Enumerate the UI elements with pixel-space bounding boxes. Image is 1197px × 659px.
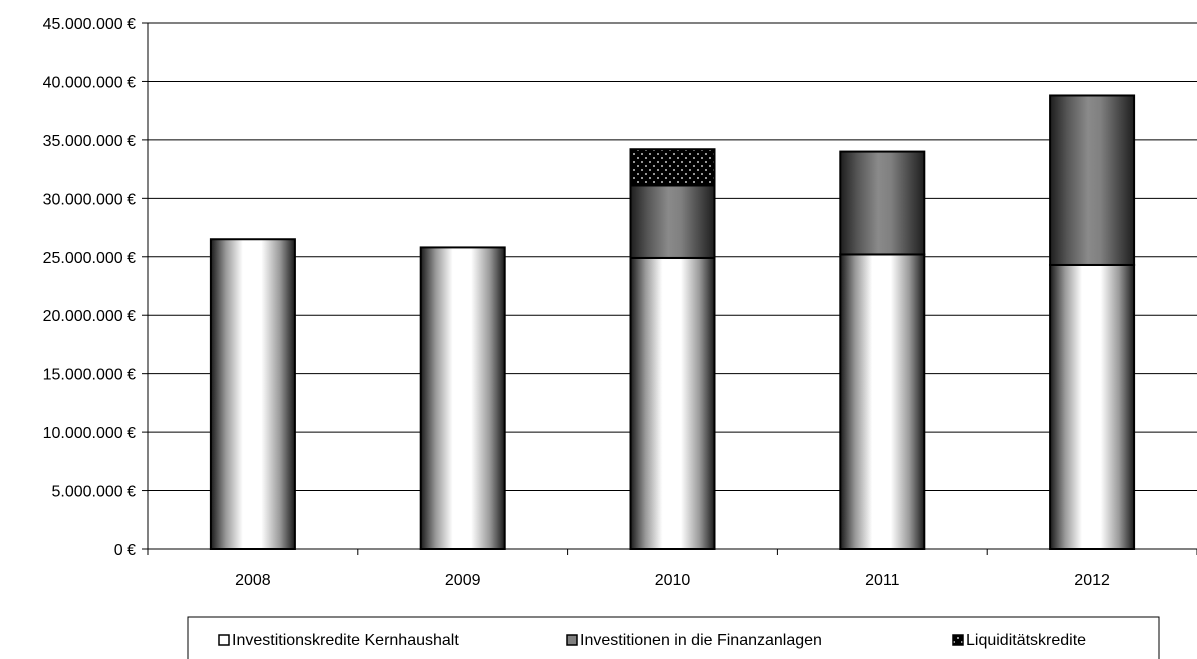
bar-segment xyxy=(629,256,716,550)
legend-swatch xyxy=(218,634,230,646)
x-axis-tick-labels: 2008 2009 2010 2011 2012 xyxy=(235,572,1110,589)
y-tick-label: 0 € xyxy=(114,542,136,559)
x-tick-label: 2011 xyxy=(865,572,900,589)
bar-segment xyxy=(1049,94,1136,266)
legend-label: Investitionen in die Finanzanlagen xyxy=(580,632,822,649)
y-tick-label: 45.000.000 € xyxy=(43,16,137,33)
x-tick-label: 2012 xyxy=(1074,572,1110,589)
legend: Investitionskredite Kernhaushalt Investit… xyxy=(187,616,1160,659)
y-tick-label: 30.000.000 € xyxy=(43,191,137,208)
legend-swatch xyxy=(566,634,578,646)
bar-segment xyxy=(209,238,296,550)
x-tick-label: 2010 xyxy=(655,572,691,589)
legend-swatch xyxy=(952,634,964,646)
bar-segment xyxy=(629,184,716,259)
bar-segment xyxy=(629,148,716,187)
bar-segment xyxy=(839,253,926,550)
legend-box xyxy=(187,616,1160,659)
y-axis-tick-labels: 0 € 5.000.000 € 10.000.000 € 15.000.000 € 20… xyxy=(43,16,137,559)
y-tick-label: 5.000.000 € xyxy=(51,484,136,501)
legend-label: Investitionskredite Kernhaushalt xyxy=(232,632,459,649)
y-tick-label: 35.000.000 € xyxy=(43,133,137,150)
y-tick-label: 20.000.000 € xyxy=(43,308,137,325)
bar-segment xyxy=(419,246,506,550)
y-tick-label: 40.000.000 € xyxy=(43,74,137,91)
x-tick-label: 2009 xyxy=(445,572,481,589)
y-tick-label: 10.000.000 € xyxy=(43,425,137,442)
bars xyxy=(209,94,1136,550)
bar-segment xyxy=(1049,263,1136,550)
y-tick-label: 15.000.000 € xyxy=(43,367,137,384)
y-tick-label: 25.000.000 € xyxy=(43,250,137,267)
bar-segment xyxy=(839,150,926,256)
legend-label: Liquiditätskredite xyxy=(966,632,1086,649)
x-tick-label: 2008 xyxy=(235,572,271,589)
